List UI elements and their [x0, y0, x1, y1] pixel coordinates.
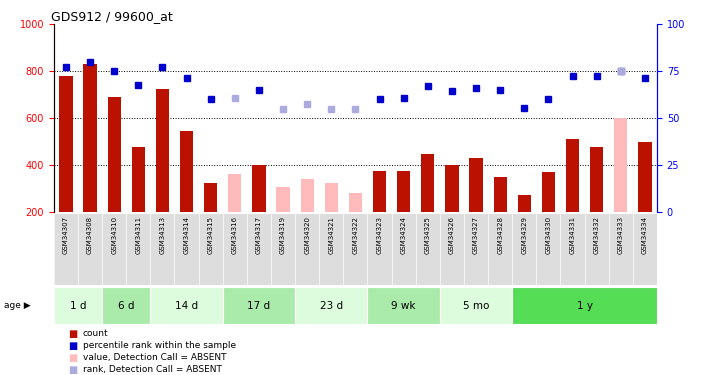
Bar [131, 147, 145, 212]
Bar [445, 165, 459, 212]
Text: ■: ■ [68, 365, 78, 375]
Text: GSM34323: GSM34323 [376, 216, 383, 254]
Bar [373, 171, 386, 212]
Bar [638, 142, 651, 212]
Bar [542, 172, 555, 212]
Bar [223, 287, 295, 324]
Bar [156, 89, 169, 212]
Text: count: count [83, 329, 108, 338]
Text: 6 d: 6 d [118, 301, 134, 310]
Bar [421, 154, 434, 212]
Bar [470, 158, 482, 212]
Text: GSM34311: GSM34311 [135, 216, 141, 254]
Text: GSM34320: GSM34320 [304, 216, 310, 254]
Bar [150, 287, 223, 324]
Text: GSM34329: GSM34329 [521, 216, 527, 254]
Text: percentile rank within the sample: percentile rank within the sample [83, 341, 236, 350]
Text: ■: ■ [68, 329, 78, 339]
Text: GSM34327: GSM34327 [473, 216, 479, 254]
Bar [204, 183, 218, 212]
Bar [301, 179, 314, 212]
Text: GSM34331: GSM34331 [569, 216, 576, 254]
Text: GSM34307: GSM34307 [63, 216, 69, 254]
Text: 23 d: 23 d [320, 301, 343, 310]
Bar [83, 64, 97, 212]
Bar [102, 287, 150, 324]
Text: GSM34316: GSM34316 [232, 216, 238, 254]
Bar [180, 131, 193, 212]
Text: GSM34330: GSM34330 [546, 216, 551, 254]
Text: GSM34308: GSM34308 [87, 216, 93, 254]
Text: GSM34319: GSM34319 [280, 216, 286, 254]
Text: 9 wk: 9 wk [391, 301, 416, 310]
Text: 14 d: 14 d [175, 301, 198, 310]
Bar [276, 187, 289, 212]
Bar [252, 165, 266, 212]
Text: ■: ■ [68, 353, 78, 363]
Text: GSM34322: GSM34322 [353, 216, 358, 254]
Text: rank, Detection Call = ABSENT: rank, Detection Call = ABSENT [83, 365, 221, 374]
Bar [368, 287, 440, 324]
Bar [590, 147, 603, 212]
Text: GSM34315: GSM34315 [208, 216, 214, 254]
Bar [566, 139, 579, 212]
Text: GSM34314: GSM34314 [184, 216, 190, 254]
Text: GSM34333: GSM34333 [617, 216, 624, 254]
Bar [397, 171, 410, 212]
Bar [512, 287, 657, 324]
Text: GSM34328: GSM34328 [497, 216, 503, 254]
Bar [349, 193, 362, 212]
Bar [614, 118, 628, 212]
Text: GSM34317: GSM34317 [256, 216, 262, 254]
Text: age ▶: age ▶ [4, 301, 30, 310]
Text: 1 d: 1 d [70, 301, 86, 310]
Text: GSM34332: GSM34332 [594, 216, 600, 254]
Bar [54, 287, 102, 324]
Bar [493, 177, 507, 212]
Text: GSM34310: GSM34310 [111, 216, 117, 254]
Bar [60, 76, 73, 212]
Text: GSM34325: GSM34325 [425, 216, 431, 254]
Text: GSM34334: GSM34334 [642, 216, 648, 254]
Bar [228, 174, 241, 212]
Text: ■: ■ [68, 341, 78, 351]
Bar [295, 287, 368, 324]
Bar [440, 287, 512, 324]
Text: GSM34313: GSM34313 [159, 216, 165, 254]
Bar [108, 97, 121, 212]
Bar [325, 183, 338, 212]
Text: GSM34324: GSM34324 [401, 216, 406, 254]
Text: 17 d: 17 d [247, 301, 271, 310]
Text: 1 y: 1 y [577, 301, 592, 310]
Text: GDS912 / 99600_at: GDS912 / 99600_at [51, 10, 172, 23]
Text: value, Detection Call = ABSENT: value, Detection Call = ABSENT [83, 353, 226, 362]
Text: 5 mo: 5 mo [463, 301, 489, 310]
Text: GSM34326: GSM34326 [449, 216, 455, 254]
Bar [518, 195, 531, 212]
Text: GSM34321: GSM34321 [328, 216, 335, 254]
